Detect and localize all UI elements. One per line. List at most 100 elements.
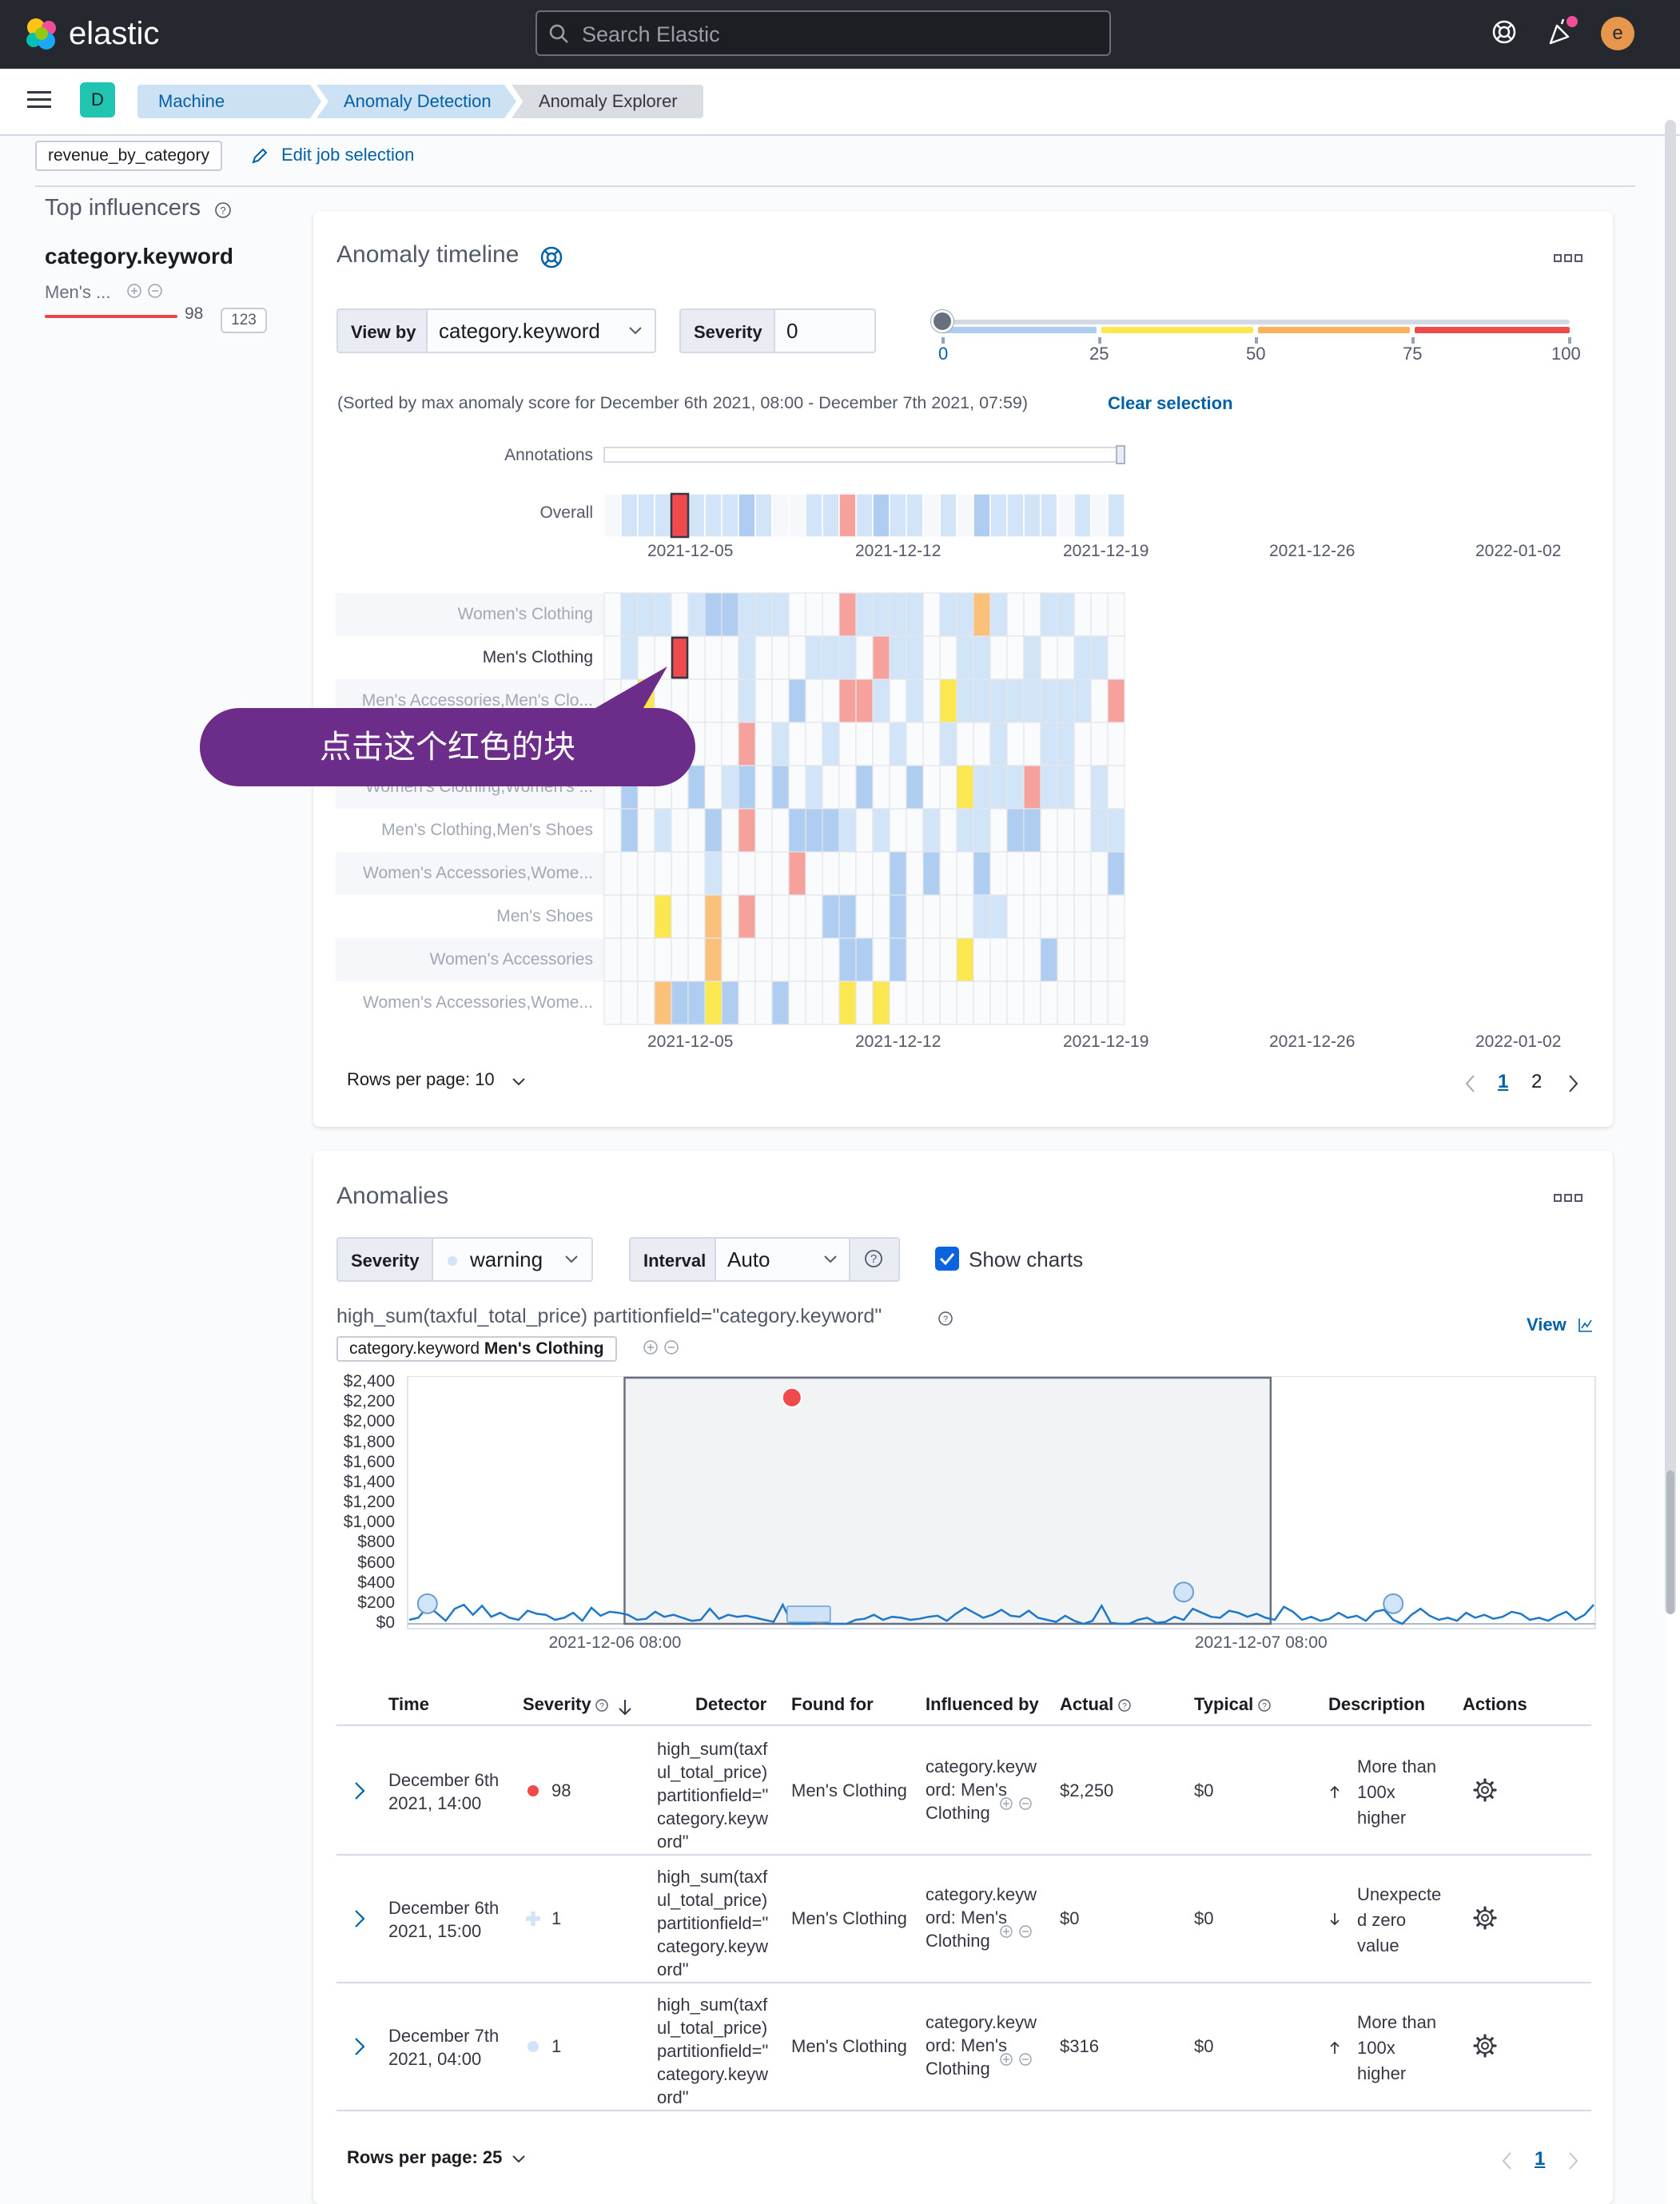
swimlane-cell — [1057, 635, 1075, 680]
question-icon[interactable]: ? — [1117, 1698, 1132, 1713]
slider-tick — [1568, 337, 1571, 344]
rows-per-page-select[interactable]: Rows per page: 25 — [347, 2147, 503, 2167]
expand-row-icon[interactable] — [353, 1908, 366, 1929]
interval-label: Interval — [629, 1237, 717, 1282]
swimlane-cell — [788, 592, 806, 637]
page-1-button[interactable]: 1 — [1498, 1071, 1509, 1092]
filter-minus-icon[interactable] — [1018, 1796, 1033, 1811]
overall-cell — [687, 493, 706, 538]
question-icon[interactable]: ? — [595, 1698, 609, 1713]
elastic-logo-icon[interactable] — [22, 14, 61, 53]
filter-minus-icon[interactable] — [1018, 1924, 1033, 1939]
swimlane-label[interactable]: Women's Clothing — [457, 605, 593, 623]
influenced-by-cell: Clothing — [926, 2059, 990, 2079]
detector-cell: ord" — [657, 1959, 689, 1979]
page-scrollbar[interactable] — [1665, 120, 1676, 1614]
filter-minus-icon[interactable] — [1018, 2052, 1033, 2067]
question-icon[interactable]: ? — [938, 1311, 953, 1327]
help-lifebuoy-icon[interactable] — [1490, 18, 1519, 46]
swimlane-cell — [687, 678, 706, 723]
prev-page-icon[interactable] — [1464, 1074, 1475, 1093]
swimlane-cell — [1057, 678, 1075, 723]
swimlane-cell — [671, 808, 689, 853]
gear-icon[interactable] — [1472, 1905, 1498, 1931]
influenced-by-cell: ord: Men's — [926, 1780, 1008, 1800]
swimlane-cell — [771, 635, 790, 680]
filter-plus-icon[interactable] — [999, 1796, 1013, 1811]
breadcrumb-machine-learning[interactable]: Machine Learning — [137, 85, 321, 118]
clear-selection-link[interactable]: Clear selection — [1108, 393, 1233, 413]
user-avatar[interactable]: e — [1601, 17, 1634, 50]
swimlane-cell — [1006, 765, 1025, 810]
show-charts-label[interactable]: Show charts — [969, 1247, 1084, 1271]
gear-icon[interactable] — [1472, 2033, 1498, 2059]
filter-plus-icon[interactable] — [999, 1924, 1013, 1939]
swimlane-cell — [939, 678, 957, 723]
lifebuoy-help-icon[interactable] — [539, 245, 564, 270]
detector-cell: category.keyw — [657, 2064, 768, 2084]
swimlane-cell — [956, 592, 974, 637]
expand-row-icon[interactable] — [353, 1780, 366, 1801]
overall-cell — [637, 493, 655, 538]
severity-threshold-input[interactable]: 0 — [774, 308, 876, 353]
chart-line-icon[interactable] — [1578, 1317, 1594, 1333]
breadcrumb-anomaly-detection[interactable]: Anomaly Detection — [316, 85, 516, 118]
edit-job-selection-link[interactable]: Edit job selection — [281, 145, 415, 165]
single-metric-chart[interactable] — [406, 1376, 1597, 1632]
severity-slider-track[interactable] — [940, 320, 1570, 324]
swimlane-cell — [889, 894, 907, 939]
global-search-input[interactable]: Search Elastic — [535, 10, 1111, 56]
sort-arrow-down-icon[interactable] — [617, 1698, 633, 1716]
filter-plus-icon[interactable] — [126, 283, 142, 299]
swimlane-label[interactable]: Men's Accessories,Men's Clo... — [361, 691, 593, 710]
slider-tick — [1411, 337, 1415, 344]
next-page-icon[interactable] — [1568, 2151, 1579, 2170]
column-header-time: Time — [388, 1694, 429, 1714]
pencil-icon[interactable] — [251, 147, 269, 165]
filter-minus-icon[interactable] — [663, 1339, 679, 1355]
question-icon[interactable]: ? — [863, 1248, 884, 1269]
next-page-icon[interactable] — [1568, 1074, 1579, 1093]
filter-minus-icon[interactable] — [147, 283, 163, 299]
anomaly-severity-select[interactable]: warning — [432, 1237, 593, 1282]
question-icon[interactable]: ? — [214, 201, 232, 219]
hamburger-menu-icon[interactable] — [27, 90, 51, 110]
view-in-single-metric-link[interactable]: View — [1527, 1315, 1567, 1335]
swimlane-label[interactable]: Men's Shoes — [496, 907, 593, 925]
rows-per-page-select[interactable]: Rows per page: 10 — [347, 1069, 495, 1089]
severity-slider-thumb[interactable] — [931, 310, 953, 332]
expand-row-icon[interactable] — [353, 2036, 366, 2057]
filter-plus-icon[interactable] — [999, 2052, 1013, 2067]
swimlane-cell — [654, 894, 672, 939]
swimlane-cell — [956, 765, 974, 810]
swimlane-cell — [872, 894, 890, 939]
column-header-severity[interactable]: Severity — [523, 1694, 591, 1714]
scrollbar-thumb[interactable] — [1666, 1470, 1674, 1614]
swimlane-cell — [754, 678, 773, 723]
view-by-select[interactable]: category.keyword — [426, 308, 656, 353]
swimlane-label[interactable]: Men's Clothing — [482, 648, 593, 666]
more-options-icon[interactable] — [1554, 253, 1582, 264]
swimlane-label[interactable]: Women's Accessories,Wome... — [363, 993, 593, 1012]
swimlane-label[interactable]: Women's Accessories,Wome... — [363, 864, 593, 882]
show-charts-checkbox[interactable] — [935, 1247, 959, 1271]
prev-page-icon[interactable] — [1501, 2151, 1512, 2170]
swimlane-cell — [754, 635, 773, 680]
y-tick-label: $1,800 — [343, 1432, 395, 1451]
page-2-button[interactable]: 2 — [1531, 1071, 1543, 1092]
filter-plus-icon[interactable] — [643, 1339, 659, 1355]
swimlane-cell — [721, 722, 739, 766]
more-options-icon[interactable] — [1554, 1192, 1582, 1203]
gear-icon[interactable] — [1472, 1777, 1498, 1803]
swimlane-label[interactable]: Men's Clothing,Men's Shoes — [381, 821, 593, 839]
question-icon[interactable]: ? — [1257, 1698, 1272, 1713]
space-avatar[interactable]: D — [80, 82, 115, 117]
swimlane-cell — [973, 592, 991, 637]
overall-cell — [872, 493, 890, 538]
swimlane-cell — [771, 765, 790, 810]
page-1-button[interactable]: 1 — [1535, 2148, 1546, 2170]
svg-text:?: ? — [870, 1252, 877, 1266]
swimlane-label[interactable]: Women's Accessories — [429, 950, 593, 969]
row-divider — [336, 1982, 1591, 1983]
annotations-brush-handle — [1116, 445, 1125, 464]
